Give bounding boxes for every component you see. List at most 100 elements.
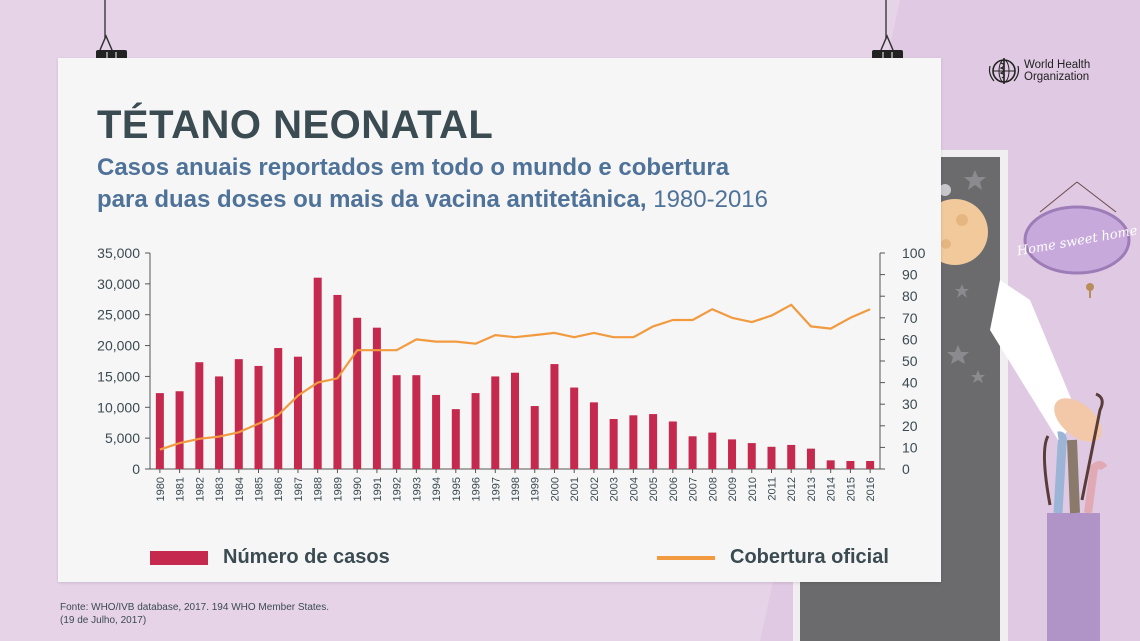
who-name-line-1: World Health: [1024, 59, 1091, 71]
bar: [471, 393, 480, 469]
x-tick-label: 2011: [766, 477, 778, 501]
x-tick-label: 1983: [214, 477, 226, 501]
y-left-tick-label: 0: [132, 461, 140, 477]
x-tick-label: 1992: [392, 477, 404, 501]
bar: [550, 364, 559, 469]
x-tick-label: 2008: [707, 477, 719, 501]
legend-swatch-line: [657, 555, 715, 560]
y-right-tick-label: 90: [902, 267, 918, 283]
star-icons: [947, 170, 986, 383]
who-logo: World Health Organization: [987, 56, 1090, 86]
x-tick-label: 2009: [727, 477, 739, 501]
hand-icon: [1054, 398, 1102, 442]
x-tick-label: 1980: [155, 477, 167, 501]
bar: [511, 372, 519, 469]
bar: [570, 387, 579, 469]
bar: [668, 421, 677, 469]
y-right-tick-label: 60: [902, 331, 918, 347]
x-tick-label: 1990: [352, 477, 364, 501]
who-globe-icon: [988, 58, 1020, 84]
subtitle-line-1: Casos anuais reportados em todo o mundo …: [97, 154, 730, 181]
bar: [353, 317, 362, 469]
y-left-tick-label: 35,000: [97, 245, 140, 261]
x-tick-label: 2012: [786, 477, 798, 501]
bar: [274, 348, 283, 469]
bar: [826, 460, 835, 469]
bar: [767, 446, 776, 469]
bar: [688, 436, 697, 469]
x-tick-label: 1981: [175, 477, 187, 501]
x-tick-label: 1988: [313, 477, 325, 501]
coverage-line: [159, 303, 871, 451]
legend-item-cases: Número de casos: [150, 546, 390, 569]
x-tick-label: 1997: [490, 477, 502, 501]
y-right-tick-label: 20: [902, 418, 918, 434]
bar: [787, 444, 796, 469]
bar: [412, 375, 421, 469]
x-tick-label: 1996: [471, 477, 483, 501]
x-tick-label: 2002: [589, 477, 601, 501]
bar: [649, 414, 658, 469]
bar: [175, 391, 184, 469]
x-tick-label: 2007: [688, 477, 700, 501]
bar: [234, 359, 243, 469]
y-left-tick-label: 10,000: [97, 399, 140, 415]
y-right-tick-label: 80: [902, 288, 918, 304]
source-line-1: Fonte: WHO/IVB database, 2017. 194 WHO M…: [60, 602, 330, 613]
x-tick-label: 1986: [273, 477, 285, 501]
bar: [254, 365, 263, 469]
y-right-tick-label: 40: [902, 375, 918, 391]
bar: [333, 294, 342, 469]
x-tick-label: 2005: [648, 477, 660, 501]
y-left-tick-label: 5,000: [105, 430, 140, 446]
x-tick-label: 2016: [865, 477, 877, 501]
who-name-line-2: Organization: [1024, 71, 1090, 83]
bar: [708, 432, 717, 469]
x-tick-label: 2004: [628, 477, 640, 501]
bar: [313, 277, 322, 469]
x-tick-label: 2014: [826, 477, 838, 501]
home-sign: [1023, 205, 1131, 275]
bar: [451, 409, 460, 469]
x-tick-label: 2000: [549, 477, 561, 501]
y-right-tick-label: 30: [902, 396, 918, 412]
x-tick-label: 1987: [293, 477, 305, 501]
source-note: Fonte: WHO/IVB database, 2017. 194 WHO M…: [60, 601, 329, 627]
legend-label-cases: Número de casos: [223, 546, 390, 568]
umbrella-stand: [1047, 513, 1100, 641]
x-tick-label: 2003: [609, 477, 621, 501]
poster-board: [58, 58, 941, 582]
bar: [392, 375, 401, 469]
bar: [293, 356, 302, 469]
x-tick-label: 1994: [431, 477, 443, 501]
page-title: TÉTANO NEONATAL: [97, 103, 494, 147]
legend-item-coverage: Cobertura oficial: [657, 546, 889, 569]
x-tick-label: 2015: [845, 477, 857, 501]
source-line-2: (19 de Julho, 2017): [60, 615, 147, 626]
bar: [866, 460, 875, 469]
bar: [432, 394, 441, 469]
y-right-tick-label: 10: [902, 439, 918, 455]
y-left-tick-label: 30,000: [97, 276, 140, 292]
bar: [155, 393, 164, 469]
x-tick-label: 1998: [510, 477, 522, 501]
x-tick-label: 2010: [747, 477, 759, 501]
x-tick-label: 2013: [806, 477, 818, 501]
bar: [846, 460, 855, 469]
x-tick-label: 1989: [332, 477, 344, 501]
x-tick-label: 1991: [372, 477, 384, 501]
bar: [747, 443, 756, 469]
y-left-tick-label: 25,000: [97, 307, 140, 323]
x-tick-label: 1993: [411, 477, 423, 501]
x-tick-label: 2006: [668, 477, 680, 501]
y-left-tick-label: 20,000: [97, 338, 140, 354]
bar: [728, 439, 737, 469]
x-tick-label: 1995: [451, 477, 463, 501]
subtitle-line-2: para duas doses ou mais da vacina antite…: [97, 186, 647, 213]
legend-swatch-bar: [150, 550, 208, 565]
y-right-tick-label: 0: [902, 461, 910, 477]
bar: [589, 402, 598, 469]
bar: [195, 362, 204, 469]
bar: [806, 448, 815, 469]
